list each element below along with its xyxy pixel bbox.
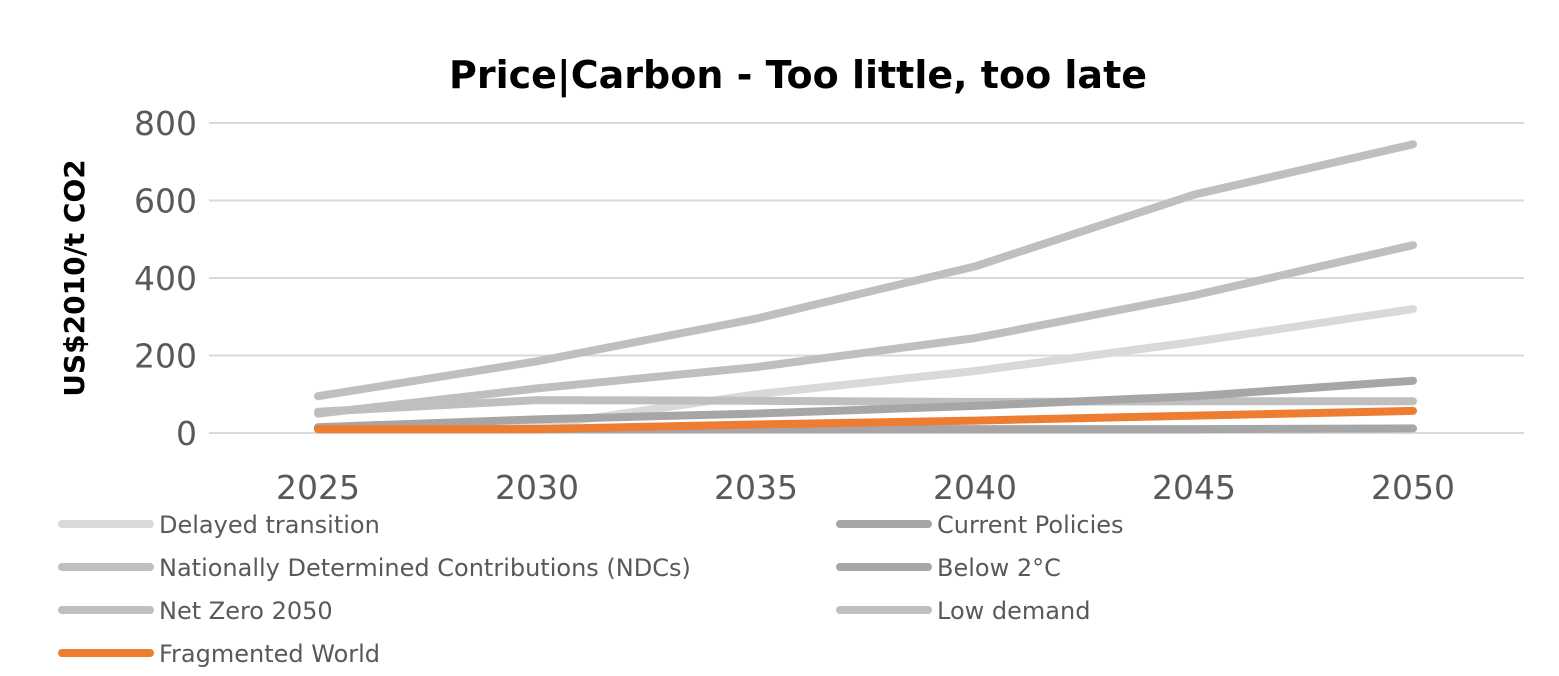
legend-item-label: Current Policies xyxy=(937,511,1124,539)
series-line xyxy=(314,406,1417,434)
x-tick-label: 2035 xyxy=(714,468,798,507)
y-tick-label: 600 xyxy=(134,182,197,221)
x-tick-label: 2030 xyxy=(495,468,579,507)
y-axis-label: US$2010/t CO2 xyxy=(58,159,91,397)
legend-item-label: Net Zero 2050 xyxy=(159,597,333,625)
y-tick-label: 400 xyxy=(134,259,197,298)
legend-item-label: Delayed transition xyxy=(159,511,380,539)
legend-item-label: Low demand xyxy=(937,597,1090,625)
y-tick-label: 0 xyxy=(176,414,197,453)
y-tick-label: 200 xyxy=(134,337,197,376)
legend-item-label: Nationally Determined Contributions (NDC… xyxy=(159,554,691,582)
gridlines xyxy=(209,122,1524,434)
x-tick-label: 2045 xyxy=(1152,468,1236,507)
legend-item-label: Below 2°C xyxy=(937,554,1061,582)
series-line xyxy=(314,241,1417,418)
x-tick-label: 2025 xyxy=(276,468,360,507)
legend: Delayed transition Current Policies Nation… xyxy=(58,511,1124,668)
legend-item-label: Fragmented World xyxy=(159,640,380,668)
x-tick-label: 2040 xyxy=(933,468,1017,507)
series-line xyxy=(314,140,1417,401)
series-lines xyxy=(314,140,1417,434)
series-line xyxy=(314,376,1417,432)
y-tick-label: 800 xyxy=(134,104,197,143)
series-line xyxy=(314,396,1417,416)
chart-title: Price|Carbon - Too little, too late xyxy=(449,53,1147,98)
x-axis-ticks: 2025 2030 2035 2040 2045 2050 xyxy=(276,468,1455,507)
y-axis-ticks: 0 200 400 600 800 xyxy=(134,104,197,453)
x-tick-label: 2050 xyxy=(1371,468,1455,507)
